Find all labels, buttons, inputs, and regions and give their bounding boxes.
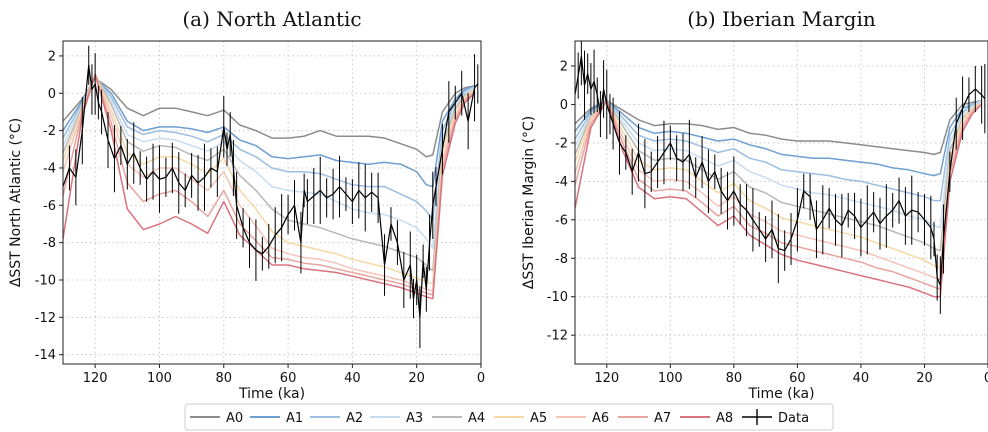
legend-item-a1: A1 <box>250 411 303 426</box>
y-tick-label: -8 <box>43 236 56 251</box>
x-tick-label: 120 <box>594 371 619 386</box>
legend-item-a6: A6 <box>556 411 609 426</box>
series-line-a7 <box>63 73 476 296</box>
y-tick-label: -6 <box>555 213 568 228</box>
legend-label: A1 <box>286 411 303 426</box>
series-line-data <box>575 55 986 286</box>
legend-item-a2: A2 <box>310 411 363 426</box>
series-line-a1 <box>575 99 982 177</box>
series-line-a0 <box>63 77 475 158</box>
x-axis-label: Time (ka) <box>238 386 305 402</box>
legend-item-a8: A8 <box>680 411 733 426</box>
y-tick-label: -6 <box>43 199 56 214</box>
axes-frame <box>62 40 482 365</box>
y-tick-label: -10 <box>35 273 56 288</box>
y-tick-label: -4 <box>555 175 568 190</box>
series-line-a1 <box>63 77 475 188</box>
series-line-a2 <box>575 99 982 202</box>
series-line-a5 <box>63 73 476 285</box>
y-tick-label: 2 <box>560 59 568 74</box>
y-tick-label: 0 <box>560 98 568 113</box>
y-tick-label: -2 <box>43 124 56 139</box>
x-tick-label: 100 <box>147 371 172 386</box>
y-axis-label: ΔSST Iberian Margin (°C) <box>521 116 537 290</box>
axes-frame <box>574 40 988 365</box>
legend-item-a0: A0 <box>190 411 243 426</box>
x-tick-label: 0 <box>477 371 485 386</box>
y-tick-label: -2 <box>555 136 568 151</box>
y-tick-label: -12 <box>547 329 568 344</box>
legend: A0 A1 A2 A3 A4 A5 A6 A7 A8 Data <box>184 403 834 431</box>
chart-title: (b) Iberian Margin <box>687 7 876 31</box>
x-tick-label: 20 <box>408 371 425 386</box>
legend-label: A2 <box>346 411 363 426</box>
y-axis-label: ΔSST North Atlantic (°C) <box>8 118 24 287</box>
y-tick-label: -14 <box>35 348 56 363</box>
legend-label: A8 <box>716 411 733 426</box>
series-line-a8 <box>575 99 983 298</box>
x-tick-label: 80 <box>215 371 232 386</box>
x-axis-label: Time (ka) <box>747 386 814 402</box>
series-line-a3 <box>63 75 475 249</box>
chart-title: (a) North Atlantic <box>182 7 361 31</box>
series-line-a8 <box>63 73 476 300</box>
legend-item-a5: A5 <box>494 411 547 426</box>
series-line-a2 <box>63 75 475 221</box>
legend-label: A0 <box>226 411 243 426</box>
legend-item-data: Data <box>742 409 809 426</box>
y-tick-label: -12 <box>35 311 56 326</box>
y-tick-label: -8 <box>555 252 568 267</box>
legend-label: A3 <box>406 411 423 426</box>
x-tick-label: 40 <box>344 371 361 386</box>
x-tick-label: 0 <box>984 371 988 386</box>
legend-item-a3: A3 <box>370 411 423 426</box>
plot-area <box>575 41 986 315</box>
plot-area <box>63 45 479 349</box>
legend-label: A6 <box>592 411 609 426</box>
legend-item-a4: A4 <box>432 411 485 426</box>
legend-item-a7: A7 <box>618 411 671 426</box>
legend-label: A4 <box>468 411 485 426</box>
x-tick-label: 60 <box>789 371 806 386</box>
series-line-a6 <box>63 73 476 292</box>
series-line-a0 <box>575 99 982 156</box>
series-line-data <box>63 64 479 318</box>
x-tick-label: 20 <box>916 371 933 386</box>
legend-label: Data <box>778 411 809 426</box>
x-tick-label: 40 <box>853 371 870 386</box>
legend-label: A7 <box>654 411 671 426</box>
x-tick-label: 120 <box>83 371 108 386</box>
x-tick-label: 100 <box>658 371 683 386</box>
y-tick-label: -10 <box>547 290 568 305</box>
x-tick-label: 80 <box>726 371 743 386</box>
panel-north-atlantic: 120 100 80 60 40 20 020-2-4-6-8-10-12-14(a) No… <box>8 7 485 402</box>
y-tick-label: 0 <box>48 87 56 102</box>
x-tick-label: 60 <box>280 371 297 386</box>
y-tick-label: -4 <box>43 161 56 176</box>
legend-label: A5 <box>530 411 547 426</box>
y-tick-label: 2 <box>48 49 56 64</box>
